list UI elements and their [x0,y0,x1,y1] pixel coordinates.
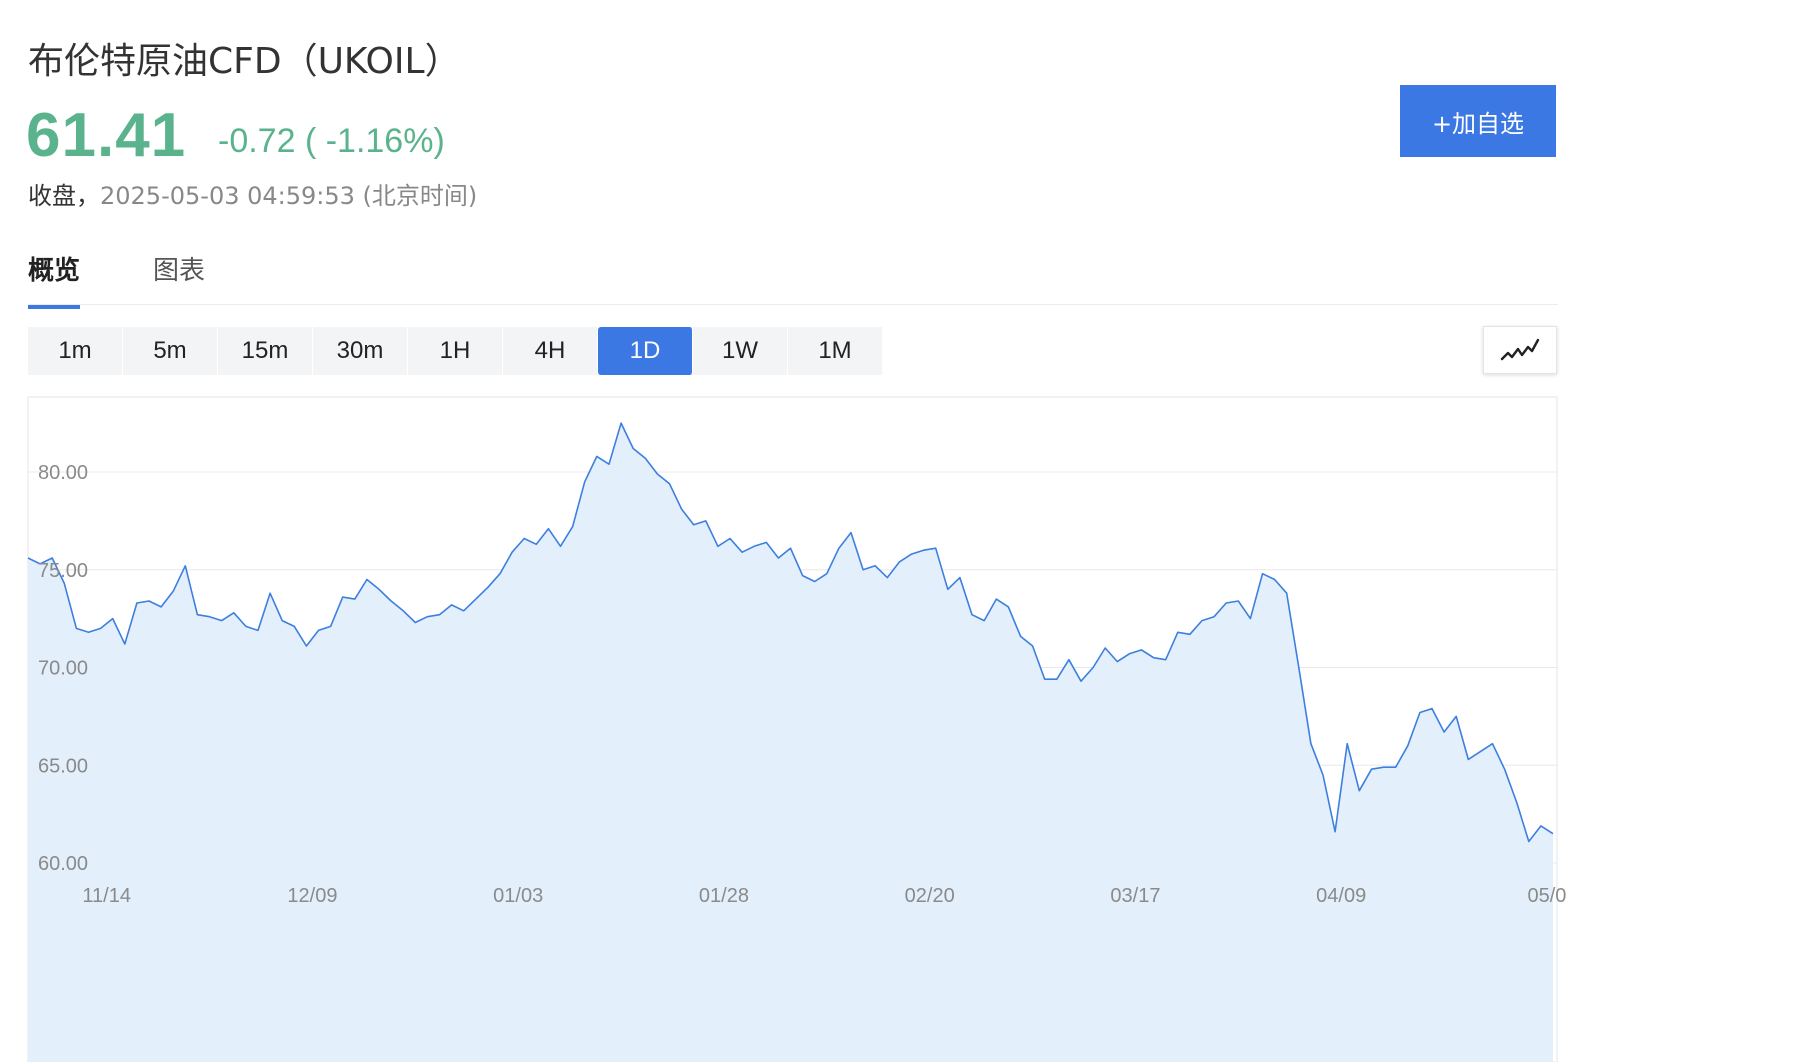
tab-bar: 概览 图表 [28,240,1558,309]
interval-1w[interactable]: 1W [693,327,788,375]
y-tick-label: 60.00 [38,853,88,875]
quote-timestamp: 2025-05-03 04:59:53 (北京时间) [100,182,478,210]
interval-1m[interactable]: 1m [28,327,123,375]
x-tick-label: 04/09 [1316,885,1366,907]
y-tick-label: 65.00 [38,755,88,777]
price-line [27,422,1554,843]
x-tick-label: 01/03 [493,885,543,907]
x-tick-label: 03/17 [1110,885,1160,907]
y-tick-label: 70.00 [38,658,88,680]
status-label: 收盘， [28,182,100,210]
x-tick-label: 01/28 [699,885,749,907]
chart-type-button[interactable] [1483,326,1557,374]
tab-overview[interactable]: 概览 [28,250,81,309]
price-change: -0.72 ( -1.16%) [218,122,445,160]
page-title: 布伦特原油CFD（UKOIL） [28,41,461,82]
last-price: 61.41 [26,101,187,170]
market-status: 收盘，2025-05-03 04:59:53 (北京时间) [28,176,477,211]
interval-15m[interactable]: 15m [218,327,313,375]
interval-selector: 1m 5m 15m 30m 1H 4H 1D 1W 1M [28,327,883,375]
x-tick-label: 05/0 [1527,885,1566,907]
interval-1d[interactable]: 1D [598,327,693,375]
interval-5m[interactable]: 5m [123,327,218,375]
tab-chart[interactable]: 图表 [153,256,206,286]
add-to-watchlist-button[interactable]: +加自选 [1400,85,1556,157]
price-area-fill [28,423,1553,1062]
x-tick-label: 02/20 [905,885,955,907]
line-chart-icon [1500,338,1540,361]
interval-1h[interactable]: 1H [408,327,503,375]
interval-30m[interactable]: 30m [313,327,408,375]
y-tick-label: 75.00 [38,560,88,582]
interval-4h[interactable]: 4H [503,327,598,375]
x-tick-label: 12/09 [287,885,337,907]
y-tick-label: 80.00 [38,462,88,484]
interval-1mo[interactable]: 1M [788,327,883,375]
x-tick-label: 11/14 [82,885,131,907]
